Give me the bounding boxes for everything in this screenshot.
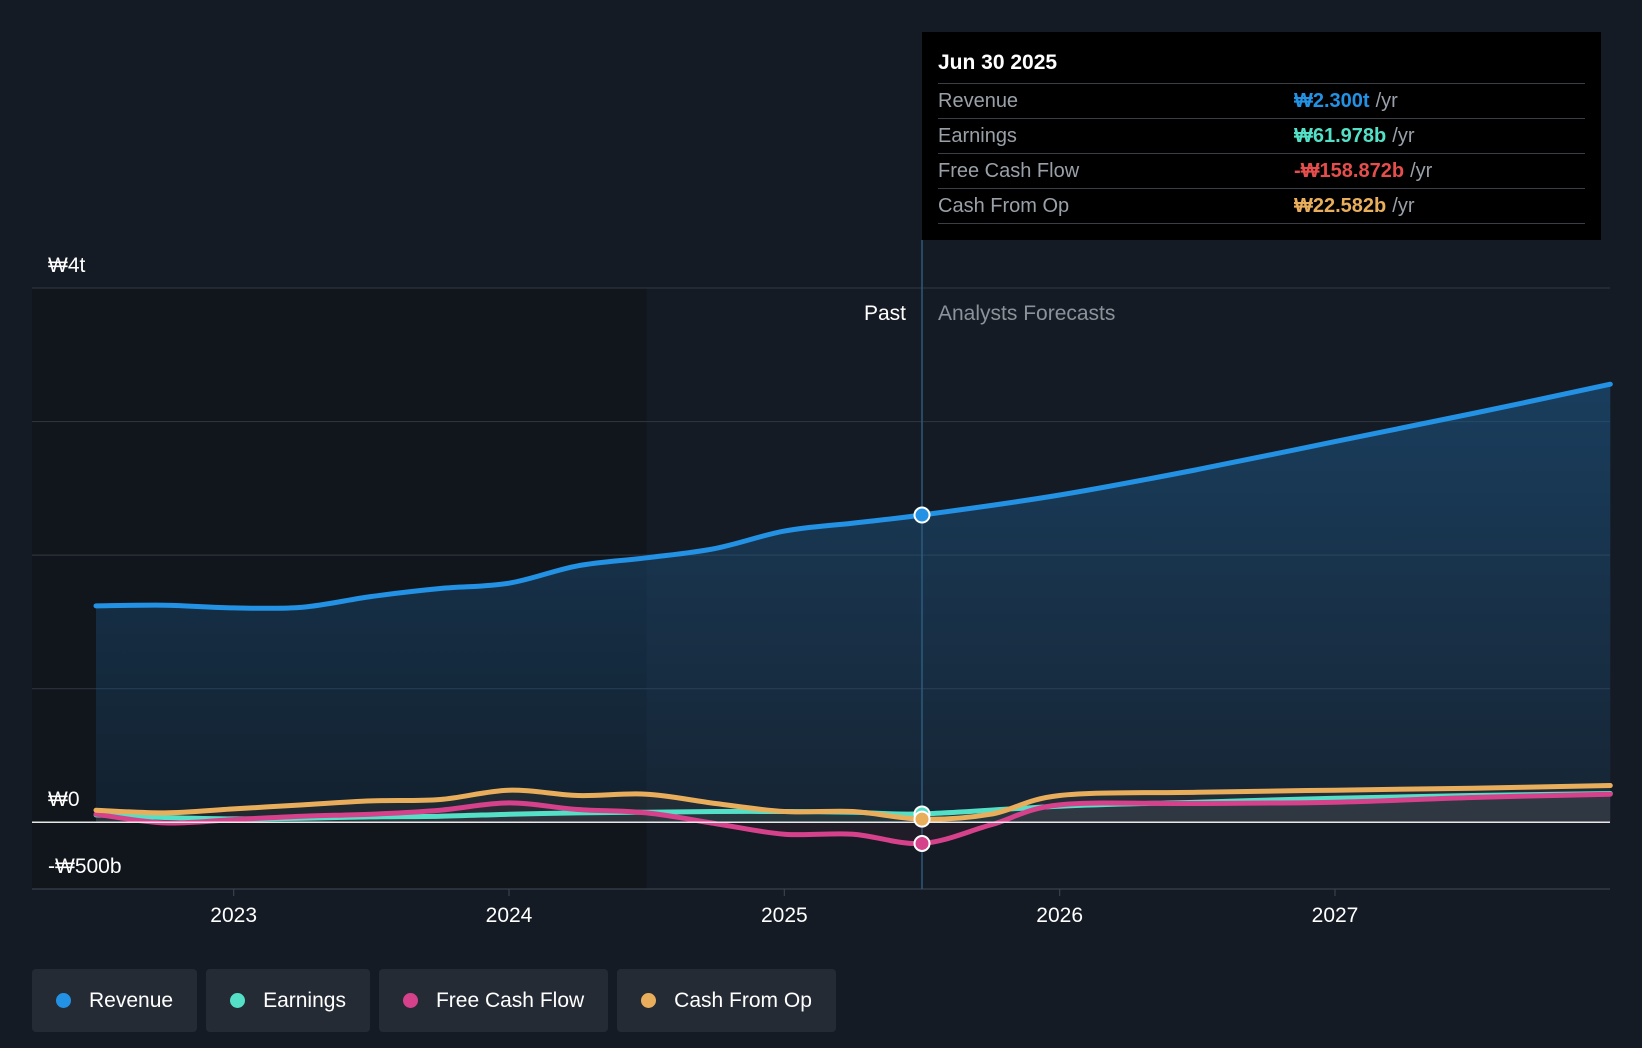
- legend-label: Cash From Op: [674, 988, 812, 1012]
- tooltip-value: ₩61.978b: [1294, 124, 1387, 147]
- tooltip-label: Revenue: [938, 89, 1019, 112]
- tooltip-row-earnings: Earnings ₩61.978b /yr: [938, 118, 1585, 153]
- legend-item-revenue[interactable]: Revenue: [32, 969, 198, 1032]
- legend-label: Revenue: [89, 988, 174, 1012]
- tooltip-label: Free Cash Flow: [938, 159, 1080, 182]
- x-tick-label: 2026: [1036, 904, 1083, 927]
- cash-from-op-dot-icon: [641, 993, 657, 1008]
- earnings-dot-icon: [230, 993, 246, 1008]
- series-lines: [93, 381, 1613, 847]
- tooltip-label: Earnings: [938, 124, 1017, 147]
- earnings-area: [96, 793, 1611, 823]
- revenue-area: [96, 384, 1611, 823]
- tooltip-date: Jun 30 2025: [938, 51, 1058, 74]
- tooltip-value: ₩22.582b: [1294, 194, 1387, 217]
- cash-from-op-line: [93, 783, 1613, 822]
- revenue-marker: [913, 506, 931, 524]
- y-tick-label: ₩4t: [48, 254, 86, 277]
- legend-item-cash-from-op[interactable]: Cash From Op: [617, 969, 836, 1032]
- cash-from-op-marker: [913, 810, 931, 828]
- tooltip-unit: /yr: [1392, 194, 1415, 217]
- x-tick-label: 2023: [210, 904, 257, 927]
- revenue-dot-icon: [56, 993, 71, 1008]
- legend-item-free-cash-flow[interactable]: Free Cash Flow: [378, 969, 609, 1032]
- y-tick-label: -₩500b: [48, 855, 122, 878]
- tooltip-row-revenue: Revenue ₩2.300t /yr: [938, 83, 1585, 118]
- free-cash-flow-marker: [913, 834, 931, 852]
- tooltip-row-cash-from-op: Cash From Op ₩22.582b /yr: [938, 188, 1585, 224]
- x-tick-label: 2024: [486, 904, 533, 927]
- y-tick-label: ₩0: [48, 788, 80, 811]
- x-tick-label: 2027: [1312, 904, 1359, 927]
- revenue-line: [93, 381, 1613, 611]
- data-tooltip: Jun 30 2025 Revenue ₩2.300t /yr Earnings…: [922, 32, 1601, 240]
- legend-item-earnings[interactable]: Earnings: [206, 969, 370, 1032]
- free-cash-flow-line: [93, 791, 1613, 847]
- hover-markers: [913, 506, 931, 852]
- legend: Revenue Earnings Free Cash Flow Cash Fro…: [32, 969, 836, 1032]
- tooltip-value: ₩2.300t: [1294, 89, 1370, 112]
- y-axis-labels: ₩4t ₩0 -₩500b: [48, 254, 122, 878]
- tooltip-unit: /yr: [1410, 159, 1433, 182]
- forecast-label: Analysts Forecasts: [938, 302, 1115, 325]
- x-axis-labels: 2023 2024 2025 2026 2027: [210, 889, 1358, 927]
- legend-label: Free Cash Flow: [435, 988, 585, 1012]
- tooltip-row-free-cash-flow: Free Cash Flow -₩158.872b /yr: [938, 153, 1585, 188]
- free-cash-flow-dot-icon: [402, 993, 418, 1008]
- tooltip-value: -₩158.872b: [1294, 159, 1405, 182]
- tooltip-unit: /yr: [1392, 124, 1415, 147]
- legend-label: Earnings: [263, 988, 346, 1012]
- tooltip-label: Cash From Op: [938, 194, 1070, 217]
- x-tick-label: 2025: [761, 904, 808, 927]
- past-label: Past: [864, 302, 906, 325]
- tooltip-unit: /yr: [1375, 89, 1398, 112]
